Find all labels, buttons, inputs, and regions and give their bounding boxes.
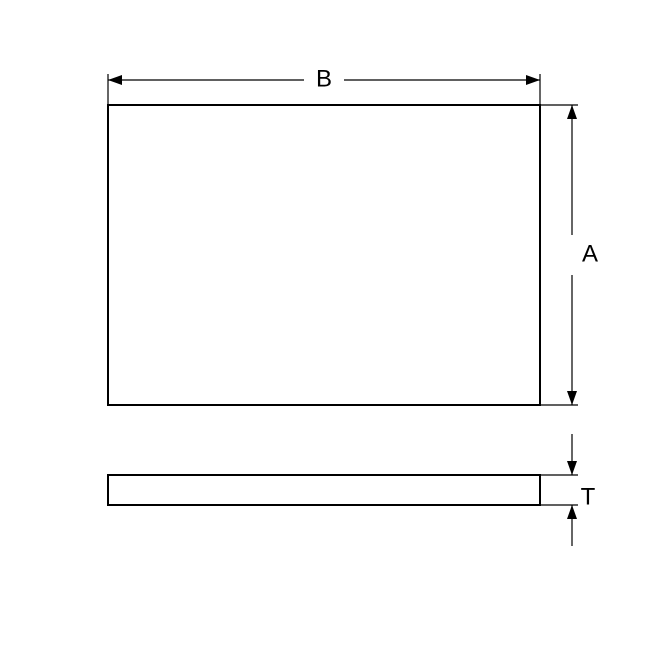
dim-t-label: T [581,483,596,510]
dim-t-arrow-top [567,461,577,475]
dim-t-arrow-bottom [567,505,577,519]
technical-drawing: B A T [0,0,670,670]
plan-rectangle [108,105,540,405]
dim-a-arrow-top [567,105,577,119]
side-bar-rectangle [108,475,540,505]
dim-b-arrow-right [526,75,540,85]
dim-a-label: A [582,240,598,267]
dim-b-label: B [316,65,332,92]
dim-b-arrow-left [108,75,122,85]
dim-a-arrow-bottom [567,391,577,405]
